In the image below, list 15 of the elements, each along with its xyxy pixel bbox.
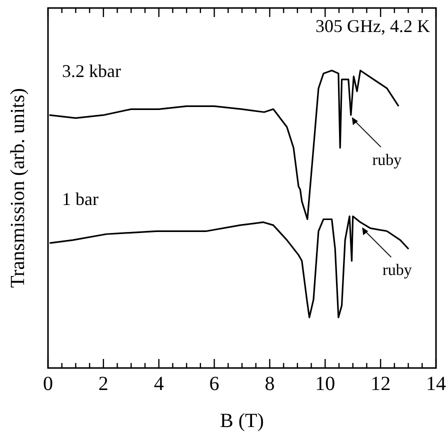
y-axis-title: Transmission (arb. units) [7,88,29,288]
x-axis-title: B (T) [220,410,264,432]
text: 305 GHz, 4.2 K [316,16,430,36]
x-tick-label: 10 [315,373,336,395]
x-tick-label: 8 [264,373,275,395]
annotation: ruby [382,262,412,280]
x-tick-label: 14 [426,373,446,395]
x-tick-label: 0 [43,373,53,395]
x-tick-label: 12 [370,373,391,395]
annotation: ruby [372,152,402,170]
series-label: 3.2 kbar [62,61,121,82]
x-tick-label: 2 [98,373,108,395]
x-tick-label: 6 [209,373,220,395]
series-label: 1 bar [62,189,98,210]
x-tick-label: 4 [154,373,164,395]
